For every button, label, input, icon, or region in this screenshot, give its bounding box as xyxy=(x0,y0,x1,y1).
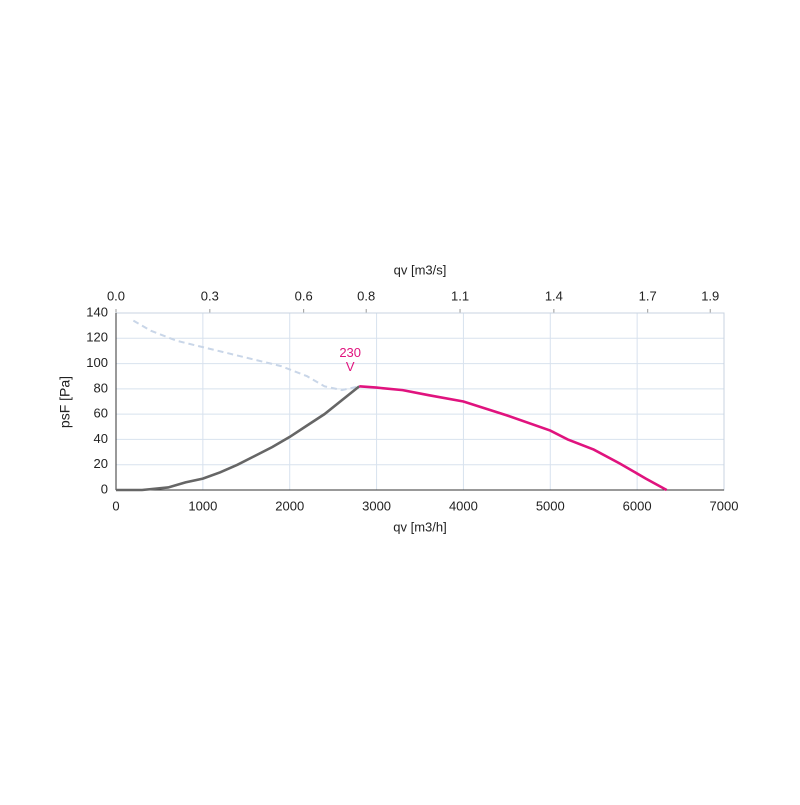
series-line xyxy=(359,385,668,492)
y-axis-label: psF [Pa] xyxy=(57,376,73,428)
y-tick-label: 80 xyxy=(94,380,108,395)
x-tick-label: 3000 xyxy=(362,498,391,513)
y-tick-label: 60 xyxy=(94,406,108,421)
x2-tick-label: 0.0 xyxy=(107,288,125,303)
x2-tick-label: 1.4 xyxy=(545,288,563,303)
x2-tick-label: 0.3 xyxy=(201,288,219,303)
x-tick-label: 4000 xyxy=(449,498,478,513)
y-tick-label: 40 xyxy=(94,431,108,446)
x-tick-label: 6000 xyxy=(623,498,652,513)
y-tick-label: 120 xyxy=(86,330,108,345)
series-line xyxy=(116,385,361,492)
x-tick-label: 7000 xyxy=(710,498,739,513)
plot-frame xyxy=(115,312,725,491)
x-tick-label: 0 xyxy=(112,498,119,513)
series-line xyxy=(132,319,360,392)
x2-tick-label: 1.9 xyxy=(701,288,719,303)
x2-tick-label: 1.1 xyxy=(451,288,469,303)
x2-tick-label: 1.7 xyxy=(639,288,657,303)
annotation: 230 xyxy=(339,345,361,360)
x2-axis-label: qv [m3/s] xyxy=(394,262,447,277)
y-tick-label: 0 xyxy=(101,481,108,496)
x2-tick-label: 0.6 xyxy=(295,288,313,303)
y-tick-label: 20 xyxy=(94,456,108,471)
x-tick-label: 1000 xyxy=(188,498,217,513)
y-tick-label: 100 xyxy=(86,355,108,370)
x2-tick-label: 0.8 xyxy=(357,288,375,303)
y-tick-label: 140 xyxy=(86,304,108,319)
x-tick-label: 5000 xyxy=(536,498,565,513)
x-tick-label: 2000 xyxy=(275,498,304,513)
x-axis-label: qv [m3/h] xyxy=(393,519,446,534)
annotation: V xyxy=(346,359,355,374)
